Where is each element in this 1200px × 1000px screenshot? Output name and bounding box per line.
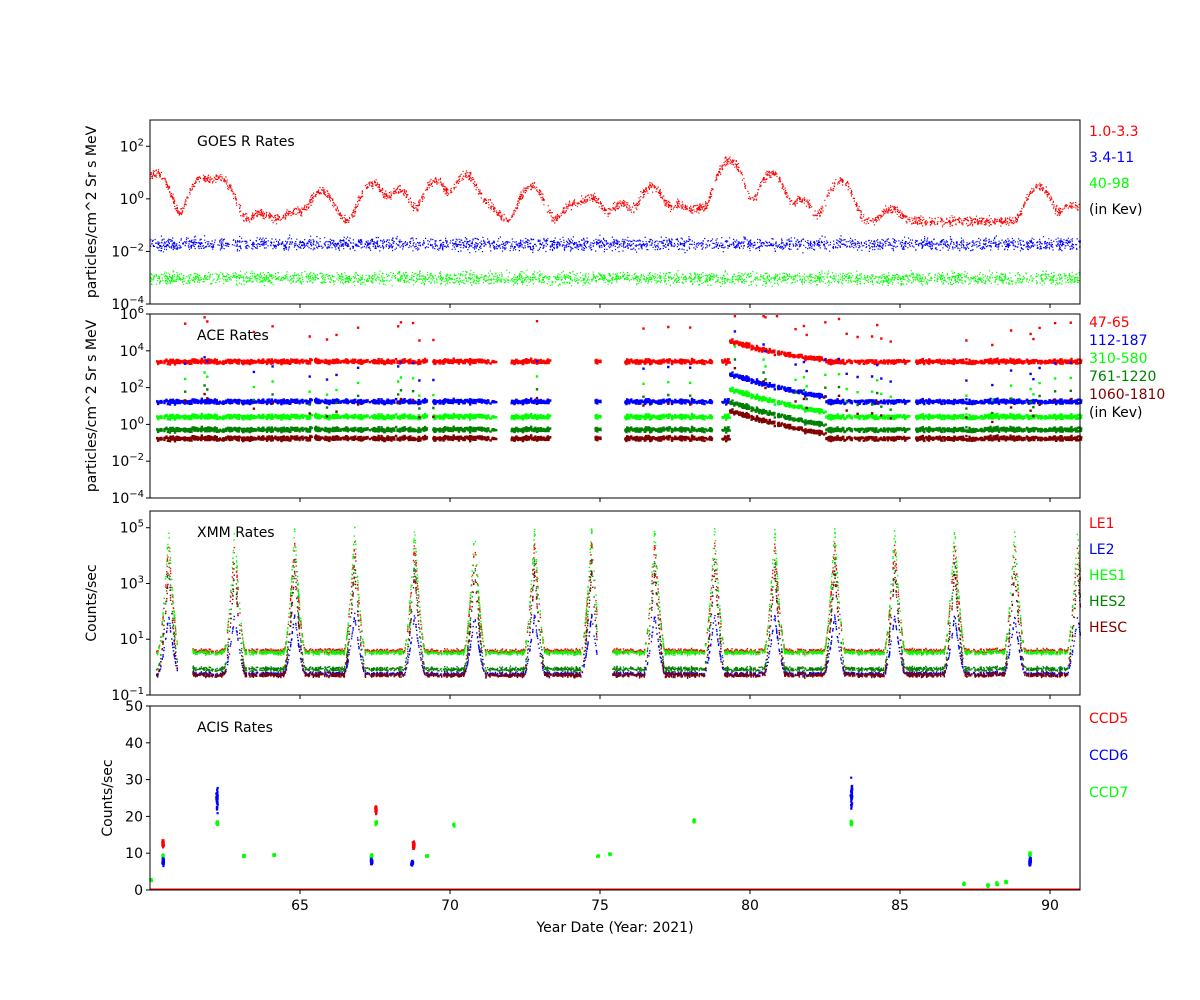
acis-cluster-23 (995, 881, 1000, 887)
x-tick-label: 90 (1041, 898, 1059, 914)
legend-entry: HESC (1089, 620, 1127, 636)
y-tick-label: 20 (125, 809, 143, 825)
goes-series-2 (150, 269, 1081, 288)
acis-cluster-6 (242, 853, 246, 859)
y-tick-label: 40 (125, 736, 143, 752)
y-axis-label: Counts/sec (84, 564, 100, 641)
panel-title: ACE Rates (197, 328, 269, 344)
acis-cluster-13 (410, 859, 415, 867)
legend-entry: 40-98 (1089, 176, 1130, 192)
legend-entry: HES1 (1089, 568, 1126, 584)
y-tick-label: 105 (120, 519, 144, 537)
y-tick-label: 0 (134, 883, 143, 899)
panel-title: GOES R Rates (197, 134, 295, 150)
legend-entry: (in Kev) (1089, 202, 1143, 218)
acis-cluster-12 (411, 840, 416, 850)
legend-entry: 47-65 (1089, 315, 1130, 331)
y-tick-label: 10−4 (111, 295, 144, 313)
x-tick-label: 80 (741, 898, 759, 914)
legend-entry: 761-1220 (1089, 369, 1156, 385)
acis-cluster-14 (425, 854, 429, 859)
acis-cluster-16 (596, 854, 601, 858)
legend-entry: 3.4-11 (1089, 150, 1134, 166)
acis-cluster-20 (849, 819, 854, 827)
panel-frame (149, 510, 1081, 696)
y-tick-label: 10−4 (111, 489, 144, 507)
y-tick-label: 10−2 (111, 242, 144, 260)
y-tick-label: 101 (120, 630, 144, 648)
acis-cluster-1 (161, 839, 166, 849)
acis-cluster-9 (374, 820, 379, 827)
y-tick-label: 10−1 (111, 686, 144, 704)
acis-cluster-15 (452, 822, 456, 828)
legend-entry: HES2 (1089, 594, 1126, 610)
x-axis-label: Year Date (Year: 2021) (535, 920, 693, 936)
y-axis-label: particles/cm^2 Sr s MeV (84, 125, 100, 298)
legend-entry: 310-580 (1089, 351, 1148, 367)
goes-series-0 (150, 156, 1081, 228)
ace-series-4 (156, 367, 1083, 443)
acis-cluster-18 (692, 818, 696, 824)
y-tick-label: 102 (120, 379, 144, 397)
acis-cluster-10 (369, 853, 374, 860)
panel-frame (149, 313, 1081, 499)
y-tick-label: 100 (120, 190, 144, 208)
acis-cluster-25 (1028, 851, 1032, 858)
ace-series-1 (156, 330, 1083, 406)
xmm-panel: 10−1 101 103 105 XMM Rates Counts/sec LE1 LE2 HE… (84, 510, 1127, 704)
y-tick-label: 104 (120, 342, 144, 360)
y-tick-label: 10−2 (111, 452, 144, 470)
y-tick-label: 100 (120, 415, 144, 433)
panel-title: ACIS Rates (197, 720, 273, 736)
x-tick-label: 65 (291, 898, 309, 914)
acis-cluster-17 (608, 852, 612, 857)
panel-title: XMM Rates (197, 525, 275, 541)
y-tick-label: 103 (120, 574, 144, 592)
acis-cluster-3 (161, 857, 165, 868)
acis-cluster-19 (849, 776, 854, 810)
x-tick-label: 70 (441, 898, 459, 914)
y-axis-label: particles/cm^2 Sr s MeV (84, 319, 100, 492)
acis-cluster-11 (369, 857, 374, 866)
y-tick-label: 50 (125, 699, 143, 715)
ace-panel: 10−4 10−2 100 102 104 106 ACE Rates particles/c… (84, 305, 1165, 507)
panel-frame (149, 119, 1081, 305)
acis-panel: 65 70 75 80 85 90 0 10 20 30 40 50 ACIS Rates Counts/… (100, 699, 1128, 914)
legend-entry: (in Kev) (1089, 405, 1143, 421)
legend-entry: CCD7 (1089, 785, 1128, 801)
y-tick-label: 10 (125, 846, 143, 862)
x-tick-label: 75 (591, 898, 609, 914)
legend-entry: 1.0-3.3 (1089, 124, 1139, 140)
acis-cluster-4 (215, 786, 219, 815)
legend-entry: 1060-1810 (1089, 387, 1165, 403)
acis-cluster-7 (272, 853, 277, 857)
y-tick-label: 102 (120, 137, 144, 155)
x-tick-label: 85 (891, 898, 909, 914)
acis-cluster-21 (962, 881, 966, 887)
legend-entry: CCD5 (1089, 711, 1128, 727)
acis-cluster-8 (374, 805, 378, 816)
legend-entry: 112-187 (1089, 333, 1148, 349)
acis-cluster-26 (1028, 856, 1032, 867)
ace-series-0 (156, 315, 1083, 366)
acis-cluster-5 (215, 820, 220, 826)
goes-panel: 10−4 10−2 100 102 GOES R Rates particles/cm^2… (84, 119, 1143, 313)
panel-frame (149, 705, 1081, 891)
acis-cluster-22 (986, 883, 990, 889)
acis-cluster-24 (1004, 879, 1009, 885)
goes-series-1 (150, 234, 1081, 254)
ace-series-2 (156, 345, 1083, 421)
ace-series-3 (156, 358, 1083, 434)
legend-entry: CCD6 (1089, 748, 1128, 764)
legend-entry: LE1 (1089, 516, 1115, 532)
y-axis-label: Counts/sec (100, 759, 116, 836)
legend-entry: LE2 (1089, 542, 1115, 558)
y-tick-label: 106 (120, 305, 144, 323)
y-tick-label: 30 (125, 773, 143, 789)
